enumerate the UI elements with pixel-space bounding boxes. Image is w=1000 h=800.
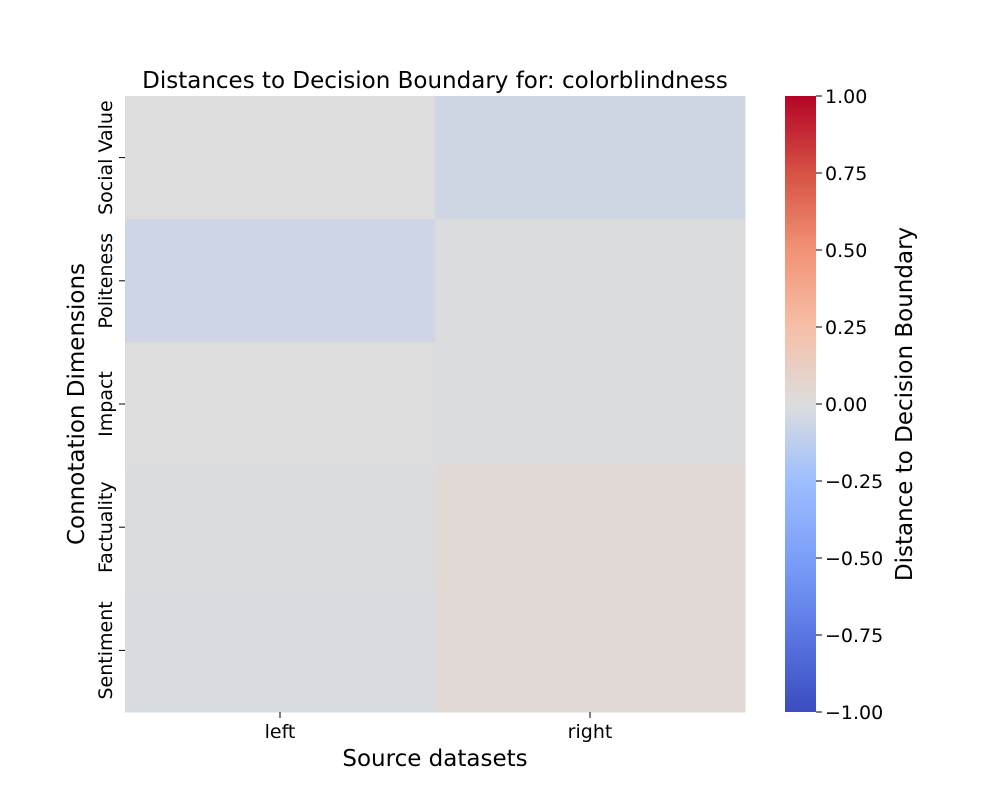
colorbar-tick-label: 0.50	[825, 240, 867, 262]
heatmap-cell	[125, 588, 436, 713]
heatmap-cell	[435, 219, 746, 343]
colorbar-tick-label: −1.00	[825, 702, 883, 724]
heatmap-cell	[435, 588, 746, 713]
heatmap-cell	[435, 96, 746, 220]
colorbar-tick-label: −0.25	[825, 471, 883, 493]
heatmap-cell	[435, 465, 746, 590]
colorbar-label: Distance to Decision Boundary	[892, 227, 918, 581]
y-axis: Social Value Politeness Impact Factuality Se…	[95, 100, 125, 700]
colorbar-tick-label: −0.50	[825, 548, 883, 570]
x-axis: left right	[265, 712, 613, 743]
colorbar-tick-label: −0.75	[825, 625, 883, 647]
y-tick-label: Impact	[95, 371, 117, 437]
x-tick-label: right	[568, 721, 613, 743]
heatmap-cell	[125, 96, 436, 220]
x-axis-label: Source datasets	[342, 746, 527, 772]
heatmap-cells	[125, 96, 746, 713]
y-axis-label: Connotation Dimensions	[64, 263, 90, 545]
heatmap-cell	[435, 342, 746, 467]
y-tick-label: Social Value	[95, 100, 117, 215]
colorbar-tick-label: 1.00	[825, 86, 867, 108]
colorbar-ticks: 1.00 0.75 0.50 0.25 0.00 −0.25 −0.50 −0.75 −1.00	[816, 86, 883, 724]
colorbar-tick-label: 0.75	[825, 163, 867, 185]
heatmap-cell	[125, 465, 436, 590]
colorbar-tick-label: 0.00	[825, 394, 867, 416]
y-tick-label: Politeness	[95, 233, 117, 329]
x-tick-label: left	[265, 721, 296, 743]
heatmap-cell	[125, 342, 436, 467]
y-tick-label: Sentiment	[95, 601, 117, 699]
heatmap-cell	[125, 219, 436, 343]
colorbar	[785, 96, 816, 712]
colorbar-tick-label: 0.25	[825, 317, 867, 339]
chart-title: Distances to Decision Boundary for: colo…	[142, 68, 728, 94]
y-tick-label: Factuality	[95, 481, 117, 573]
